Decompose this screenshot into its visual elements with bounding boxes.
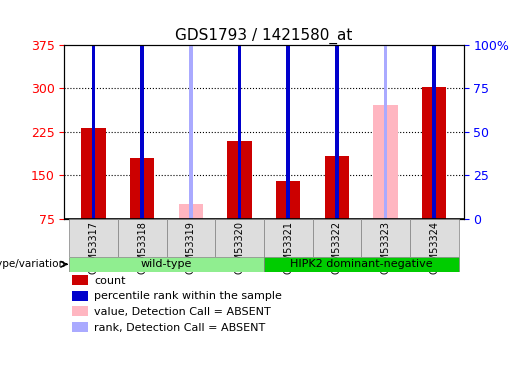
Text: genotype/variation: genotype/variation xyxy=(0,259,65,269)
Text: GSM53322: GSM53322 xyxy=(332,221,342,274)
Bar xyxy=(238,0,242,219)
Bar xyxy=(373,105,398,219)
Bar xyxy=(362,219,410,257)
Bar xyxy=(179,204,203,219)
Text: GSM53320: GSM53320 xyxy=(235,221,245,274)
Bar xyxy=(69,219,118,257)
Bar xyxy=(92,0,95,219)
Text: value, Detection Call = ABSENT: value, Detection Call = ABSENT xyxy=(94,307,271,317)
Bar xyxy=(72,306,89,316)
Title: GDS1793 / 1421580_at: GDS1793 / 1421580_at xyxy=(175,27,353,44)
Bar xyxy=(118,219,166,257)
Text: GSM53321: GSM53321 xyxy=(283,221,293,274)
Bar xyxy=(215,219,264,257)
Text: GSM53319: GSM53319 xyxy=(186,221,196,274)
Text: rank, Detection Call = ABSENT: rank, Detection Call = ABSENT xyxy=(94,322,266,333)
Text: GSM53324: GSM53324 xyxy=(430,221,439,274)
Bar xyxy=(130,158,154,219)
Bar xyxy=(72,291,89,301)
Bar xyxy=(228,141,252,219)
Bar xyxy=(264,257,459,272)
Bar xyxy=(325,156,349,219)
Bar xyxy=(72,322,89,332)
Bar xyxy=(335,0,339,219)
Text: count: count xyxy=(94,276,126,286)
Text: wild-type: wild-type xyxy=(141,259,192,269)
Bar xyxy=(72,275,89,285)
Text: GSM53318: GSM53318 xyxy=(138,221,147,274)
Bar xyxy=(313,219,362,257)
Bar xyxy=(410,219,459,257)
Bar xyxy=(264,219,313,257)
Bar xyxy=(384,0,387,219)
Text: percentile rank within the sample: percentile rank within the sample xyxy=(94,291,282,302)
Text: HIPK2 dominant-negative: HIPK2 dominant-negative xyxy=(290,259,433,269)
Bar xyxy=(166,219,215,257)
Bar xyxy=(189,0,193,219)
Text: GSM53323: GSM53323 xyxy=(381,221,390,274)
Bar xyxy=(433,0,436,219)
Text: GSM53317: GSM53317 xyxy=(89,221,98,274)
Bar xyxy=(81,128,106,219)
Bar xyxy=(286,0,290,219)
Bar xyxy=(276,181,300,219)
Bar xyxy=(422,87,447,219)
Bar xyxy=(69,257,264,272)
Bar xyxy=(141,0,144,219)
